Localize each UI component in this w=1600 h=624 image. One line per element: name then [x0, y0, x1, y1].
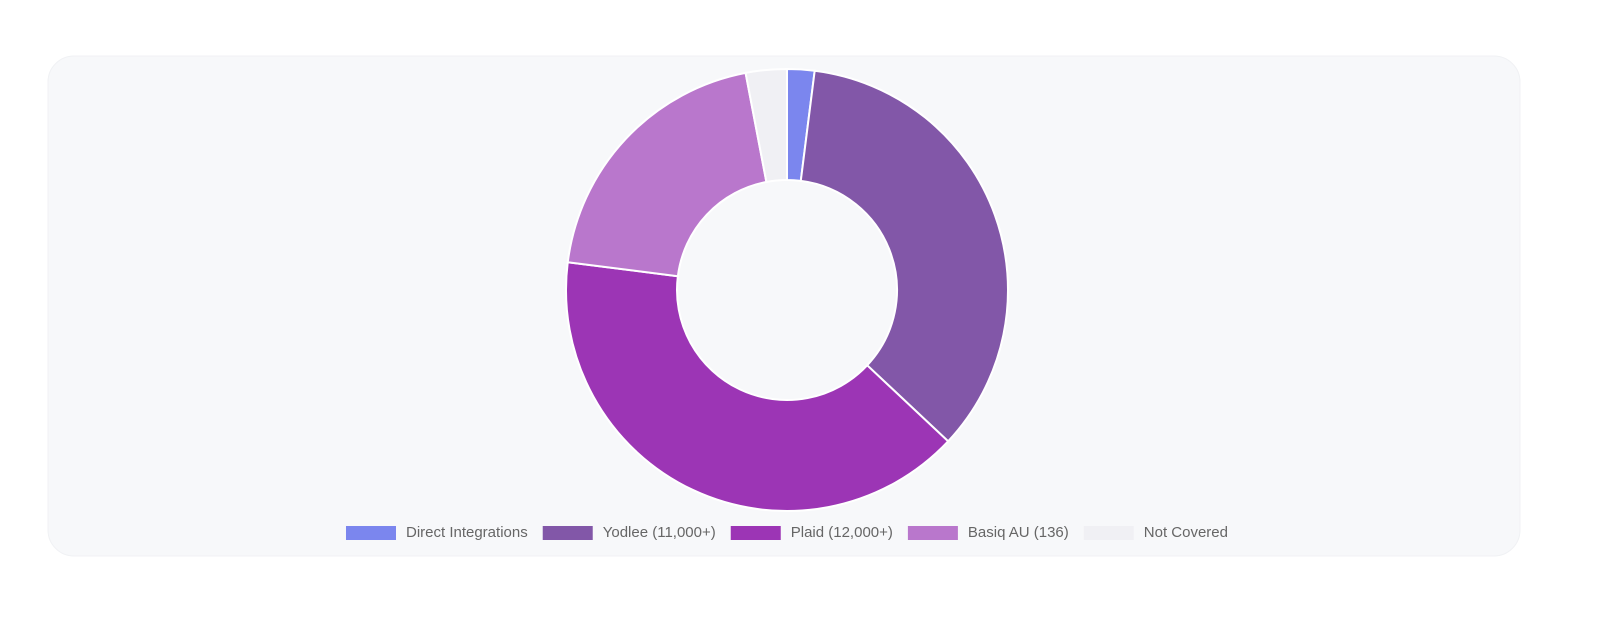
slice: [799, 69, 1009, 443]
legend-label: Direct Integrations: [406, 524, 528, 541]
legend: Direct Integrations Yodlee (11,000+) Plaid…: [345, 524, 1228, 541]
legend-label: Yodlee (11,000+): [603, 524, 716, 541]
slice: [744, 67, 788, 184]
legend-swatch: [542, 526, 593, 540]
doughnut: [565, 67, 1009, 512]
legend-swatch: [345, 526, 396, 540]
legend-swatch: [730, 526, 781, 540]
legend-label: Basiq AU (136): [968, 524, 1069, 541]
slice: [566, 71, 768, 278]
legend-swatch: [1083, 526, 1134, 540]
legend-swatch: [907, 526, 958, 540]
slice: [565, 261, 950, 512]
chart-card: [47, 55, 1521, 557]
legend-label: Plaid (12,000+): [791, 524, 893, 541]
legend-label: Not Covered: [1144, 524, 1228, 541]
